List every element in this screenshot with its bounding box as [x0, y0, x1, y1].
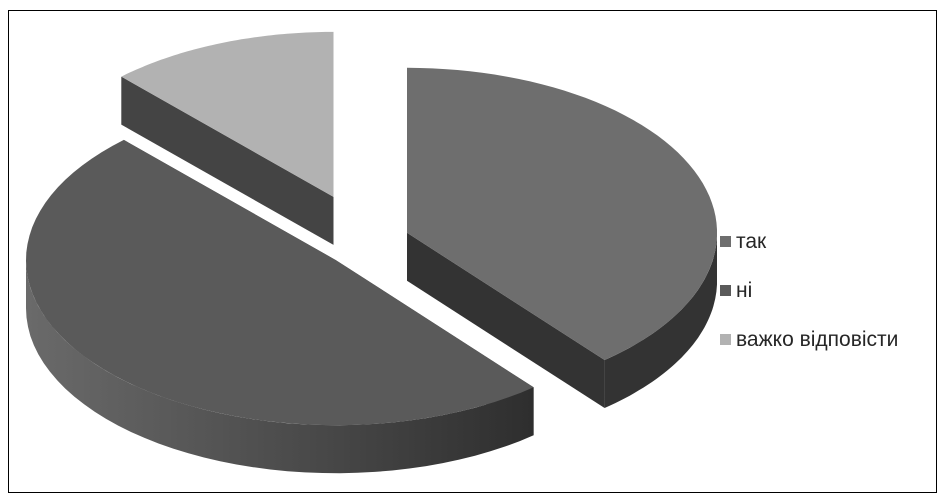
- pie-slice-vazhko: [121, 31, 334, 245]
- pie-top-tak: [407, 67, 717, 361]
- pie-slice-ni: [26, 139, 534, 474]
- legend: так ні важко відповісти: [720, 228, 898, 375]
- pie-rim-tak-0: [604, 232, 717, 408]
- pie-top-ni: [26, 139, 534, 426]
- pie-top-vazhko: [121, 31, 334, 197]
- pie-wall-vazhko-0: [121, 76, 334, 245]
- pie-wall-tak-1: [407, 232, 605, 408]
- legend-label-ni: ні: [736, 278, 753, 302]
- legend-swatch-tak: [720, 235, 731, 247]
- legend-swatch-ni: [720, 284, 731, 296]
- legend-item-vazhko: важко відповісти: [720, 326, 898, 352]
- legend-item-tak: так: [720, 228, 898, 254]
- legend-item-ni: ні: [720, 277, 898, 303]
- legend-label-vazhko: важко відповісти: [736, 327, 899, 351]
- pie-rim-ni-0: [26, 260, 534, 474]
- pie-slice-tak: [407, 67, 717, 408]
- legend-label-tak: так: [736, 229, 767, 253]
- legend-swatch-vazhko: [720, 333, 731, 345]
